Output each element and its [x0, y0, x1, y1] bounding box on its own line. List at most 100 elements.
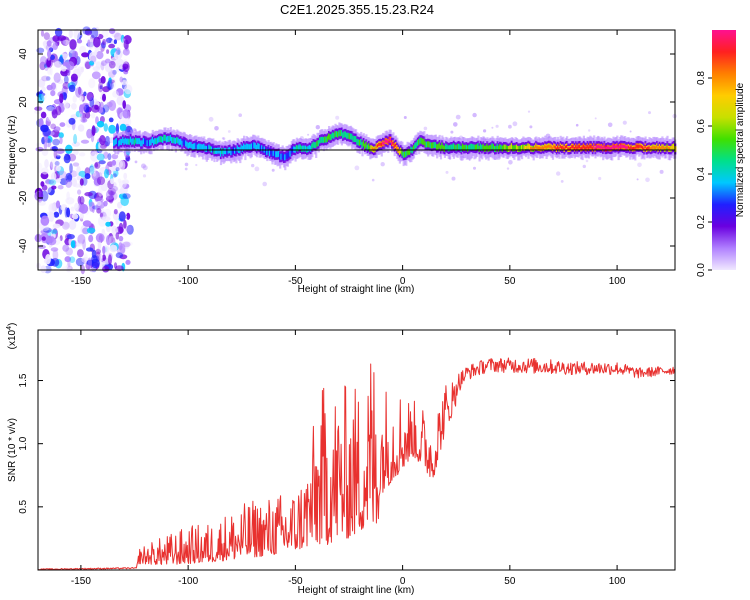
- ridge-cell: [392, 141, 395, 145]
- noise-speck: [102, 216, 111, 222]
- ridge-cell: [154, 138, 157, 144]
- ridge-cell: [463, 145, 466, 151]
- noise-speck: [70, 240, 76, 249]
- noise-speck: [96, 120, 105, 128]
- ridge-cell: [542, 146, 546, 150]
- noise-speck: [556, 171, 561, 176]
- noise-speck: [195, 163, 198, 167]
- ridge-cell: [418, 139, 421, 145]
- ridge-cell: [315, 142, 318, 149]
- snr-panel: -150 -100 -50 0 50 100 0.5 1.0 1.5 Height of st…: [6, 323, 676, 596]
- noise-speck: [103, 208, 112, 218]
- ridge-cell: [255, 144, 259, 151]
- ridge-cell: [374, 147, 377, 151]
- ridge-cell: [605, 146, 609, 150]
- ridge-cell: [528, 145, 531, 149]
- y-tick-label: 20: [18, 96, 29, 108]
- ridge-cell: [549, 144, 552, 148]
- noise-speck: [83, 104, 90, 113]
- noise-speck: [123, 117, 132, 127]
- ridge-cell: [384, 139, 387, 143]
- ridge-cell: [391, 141, 394, 145]
- noise-speck: [51, 185, 57, 190]
- ridge-cell: [264, 148, 268, 155]
- ridge-cell: [402, 151, 405, 158]
- noise-speck: [115, 232, 120, 240]
- noise-speck: [108, 28, 116, 34]
- noise-speck: [111, 159, 117, 166]
- noise-speck: [100, 76, 106, 84]
- ridge-cell: [642, 146, 645, 150]
- ridge-cell: [464, 144, 467, 151]
- noise-speck: [53, 126, 61, 132]
- noise-speck: [52, 42, 58, 50]
- noise-speck: [124, 84, 133, 95]
- ridge-cell: [191, 144, 194, 150]
- noise-speck: [102, 39, 106, 45]
- noise-speck: [43, 140, 48, 151]
- noise-speck: [95, 248, 102, 255]
- noise-speck: [648, 111, 651, 115]
- ridge-cell: [600, 145, 603, 149]
- noise-speck: [74, 202, 80, 211]
- noise-speck: [55, 165, 61, 172]
- ridge-cell: [153, 139, 156, 146]
- ridge-cell: [448, 145, 452, 152]
- ridge-cell: [487, 145, 490, 152]
- noise-speck: [99, 101, 104, 109]
- ridge-cell: [192, 143, 196, 150]
- noise-speck: [65, 144, 73, 154]
- noise-speck: [55, 200, 61, 209]
- noise-speck: [89, 96, 95, 108]
- noise-speck: [123, 39, 129, 50]
- noise-speck: [54, 27, 63, 37]
- ridge-cell: [439, 145, 443, 152]
- ridge-cell: [319, 137, 322, 144]
- ridge-cell: [474, 144, 477, 151]
- ridge-cell: [163, 134, 166, 141]
- ridge-cell: [325, 136, 328, 143]
- ridge-cell: [420, 137, 423, 144]
- noise-speck: [508, 160, 513, 165]
- noise-speck: [37, 79, 46, 88]
- noise-speck: [79, 178, 84, 186]
- ridge-cell: [342, 132, 345, 139]
- ridge-cell: [405, 151, 408, 158]
- noise-speck: [69, 163, 73, 174]
- noise-speck: [84, 173, 91, 180]
- ridge-cell: [203, 143, 206, 150]
- ridge-cell: [653, 146, 656, 150]
- ridge-cell: [145, 139, 148, 146]
- noise-speck: [100, 144, 107, 149]
- noise-speck: [637, 162, 642, 168]
- ridge-cell: [371, 147, 374, 151]
- noise-speck: [108, 77, 112, 84]
- ridge-cell: [293, 146, 296, 153]
- ridge-cell: [530, 147, 533, 150]
- noise-speck: [89, 201, 95, 212]
- ridge-cell: [340, 130, 343, 136]
- ridge-cell: [499, 144, 502, 151]
- noise-speck: [83, 91, 87, 97]
- noise-speck: [585, 159, 589, 163]
- ridge-cell: [657, 147, 660, 151]
- ridge-cell: [286, 152, 289, 159]
- noise-speck: [97, 144, 107, 155]
- ridge-cell: [376, 144, 380, 148]
- ridge-cell: [127, 138, 130, 145]
- ridge-cell: [174, 138, 177, 144]
- ridge-cell: [518, 145, 521, 152]
- ridge-cell: [310, 145, 313, 152]
- ridge-cell: [217, 147, 220, 154]
- noise-speck: [68, 30, 74, 38]
- ridge-cell: [245, 143, 248, 150]
- ridge-cell: [468, 145, 471, 151]
- ridge-cell: [357, 139, 360, 146]
- noise-speck: [512, 121, 518, 127]
- ridge-cell: [442, 145, 445, 152]
- noise-speck: [45, 179, 55, 185]
- noise-speck: [104, 168, 109, 179]
- ridge-cell: [317, 140, 320, 147]
- snr-multiplier-close: ): [7, 323, 18, 326]
- noise-speck: [41, 226, 49, 232]
